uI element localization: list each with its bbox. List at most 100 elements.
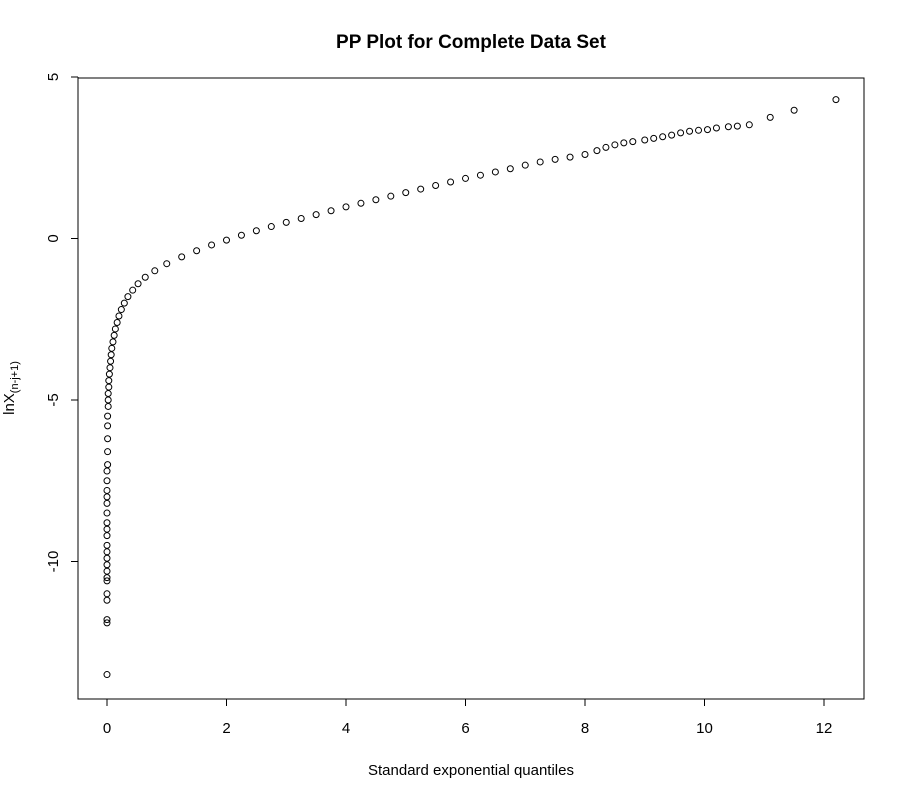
x-axis: 0 2 4 6 8 10 12 — [103, 698, 833, 737]
data-point — [104, 390, 112, 398]
chart-title: PP Plot for Complete Data Set — [336, 32, 607, 53]
data-point — [108, 344, 116, 352]
data-point — [134, 280, 142, 288]
plot-area-frame — [77, 77, 865, 700]
data-point — [104, 435, 112, 443]
data-point — [432, 182, 440, 190]
data-point — [105, 383, 113, 391]
data-point — [695, 126, 703, 134]
data-point — [372, 196, 380, 204]
data-point — [103, 525, 111, 533]
data-point — [602, 143, 610, 151]
y-axis: -10 -5 0 5 — [45, 73, 79, 573]
data-point — [107, 357, 115, 365]
data-point — [141, 273, 149, 281]
x-tick-label: 4 — [342, 720, 350, 737]
data-point — [117, 306, 125, 314]
data-point — [104, 422, 112, 430]
data-point — [115, 312, 123, 320]
y-tick-label: 5 — [45, 73, 62, 81]
x-tick-label: 6 — [461, 720, 469, 737]
data-point — [312, 211, 320, 219]
data-point — [491, 168, 499, 176]
data-point — [103, 541, 111, 549]
data-point — [506, 165, 514, 173]
data-point — [103, 499, 111, 507]
data-point — [790, 106, 798, 114]
data-point — [111, 325, 119, 333]
data-point — [124, 293, 132, 301]
x-tick-label: 2 — [222, 720, 230, 737]
data-point — [208, 241, 216, 249]
data-point — [103, 567, 111, 575]
data-point — [462, 174, 469, 182]
data-point — [297, 214, 305, 222]
data-point — [113, 318, 121, 326]
data-point — [650, 134, 658, 142]
data-point — [163, 260, 171, 268]
x-tick-label: 10 — [696, 720, 713, 737]
data-point — [193, 247, 201, 255]
data-point — [103, 577, 111, 585]
data-point — [620, 139, 628, 147]
x-axis-title: Standard exponential quantiles — [368, 762, 574, 779]
data-point — [593, 147, 601, 155]
data-point — [120, 299, 128, 307]
data-point — [357, 199, 365, 207]
data-point — [677, 129, 685, 137]
data-point — [129, 286, 137, 294]
data-point — [104, 448, 112, 456]
data-point — [712, 124, 720, 132]
data-point — [402, 189, 410, 197]
x-tick-label: 8 — [581, 720, 589, 737]
data-point — [447, 178, 455, 186]
data-point — [107, 351, 115, 359]
data-point — [103, 596, 111, 604]
data-point — [104, 402, 112, 410]
x-tick-label: 0 — [103, 720, 111, 737]
data-point — [105, 370, 113, 378]
data-point — [104, 396, 112, 404]
data-point — [103, 616, 111, 624]
data-point — [282, 218, 290, 226]
y-tick-label: -10 — [45, 551, 62, 573]
data-point — [103, 548, 111, 556]
data-point — [223, 236, 230, 244]
data-point — [252, 227, 260, 235]
x-tick-label: 12 — [816, 720, 833, 737]
data-point — [267, 223, 275, 231]
data-point — [387, 192, 395, 200]
data-point — [668, 131, 676, 139]
data-point — [109, 338, 117, 346]
y-axis-title-subscript: (n-j+1) — [9, 361, 21, 393]
data-point — [659, 133, 667, 141]
data-point — [342, 203, 350, 211]
scatter-points — [103, 96, 840, 679]
data-point — [551, 155, 559, 163]
data-point — [629, 138, 637, 146]
data-point — [766, 113, 774, 121]
data-point — [832, 96, 840, 104]
data-point — [327, 207, 335, 215]
data-point — [611, 141, 619, 149]
y-tick-label: -5 — [45, 393, 62, 406]
data-point — [536, 158, 544, 166]
data-point — [103, 493, 111, 501]
data-point — [178, 253, 186, 261]
data-point — [103, 619, 111, 627]
data-point — [106, 364, 114, 372]
data-point — [733, 122, 741, 130]
data-point — [237, 231, 245, 239]
y-axis-title: lnX(n-j+1) — [1, 361, 21, 415]
data-point — [521, 161, 529, 169]
data-point — [103, 519, 111, 527]
data-point — [103, 590, 111, 598]
y-axis-title-main: lnX — [1, 393, 18, 415]
data-point — [103, 554, 111, 562]
data-point — [703, 126, 711, 134]
data-point — [103, 486, 111, 494]
data-point — [103, 477, 111, 485]
data-point — [745, 121, 753, 129]
data-point — [476, 171, 484, 179]
